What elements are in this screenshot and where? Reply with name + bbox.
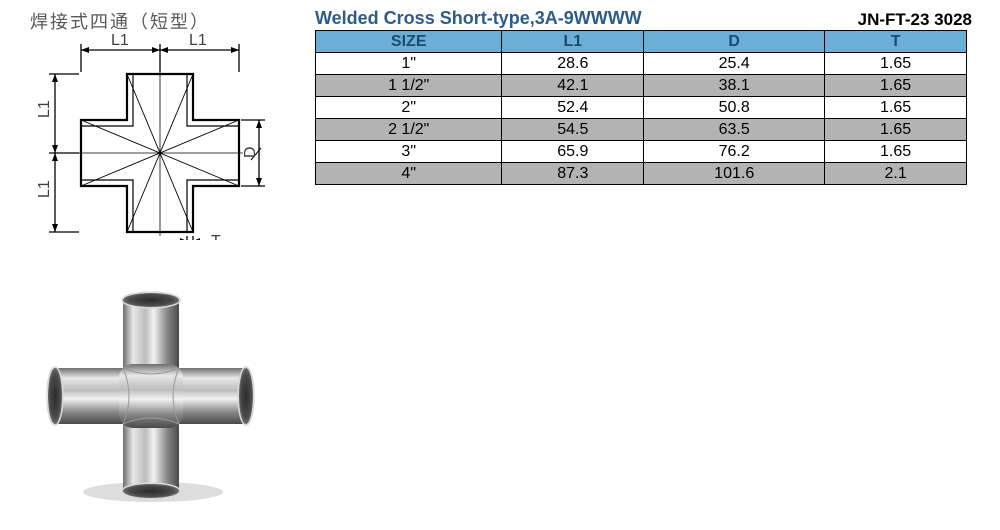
dim-label-L1-top-left: L1 bbox=[111, 32, 129, 49]
col-size: SIZE bbox=[316, 31, 502, 53]
col-d: D bbox=[644, 31, 825, 53]
table-cell: 2.1 bbox=[825, 163, 967, 185]
table-row: 1 1/2"42.138.11.65 bbox=[316, 75, 967, 97]
spec-table-header-row: SIZE L1 D T bbox=[316, 31, 967, 53]
table-cell: 1" bbox=[316, 53, 502, 75]
table-cell: 42.1 bbox=[502, 75, 644, 97]
table-cell: 25.4 bbox=[644, 53, 825, 75]
dim-label-L1-left-lower: L1 bbox=[36, 180, 53, 198]
table-cell: 63.5 bbox=[644, 119, 825, 141]
table-cell: 65.9 bbox=[502, 141, 644, 163]
product-photo bbox=[35, 280, 265, 510]
table-cell: 28.6 bbox=[502, 53, 644, 75]
table-cell: 1 1/2" bbox=[316, 75, 502, 97]
table-cell: 1.65 bbox=[825, 75, 967, 97]
table-cell: 38.1 bbox=[644, 75, 825, 97]
col-l1: L1 bbox=[502, 31, 644, 53]
table-row: 2 1/2"54.563.51.65 bbox=[316, 119, 967, 141]
table-row: 3"65.976.21.65 bbox=[316, 141, 967, 163]
engineering-diagram: L1 L1 L1 L1 D T bbox=[33, 30, 273, 240]
table-cell: 2" bbox=[316, 97, 502, 119]
dim-label-D: D bbox=[242, 146, 259, 158]
dim-label-T: T bbox=[211, 233, 221, 240]
spec-table: SIZE L1 D T 1"28.625.41.651 1/2"42.138.1… bbox=[315, 30, 967, 185]
table-cell: 52.4 bbox=[502, 97, 644, 119]
table-cell: 3" bbox=[316, 141, 502, 163]
table-cell: 76.2 bbox=[644, 141, 825, 163]
table-cell: 1.65 bbox=[825, 53, 967, 75]
table-cell: 4" bbox=[316, 163, 502, 185]
table-cell: 2 1/2" bbox=[316, 119, 502, 141]
english-title: Welded Cross Short-type,3A-9WWWW bbox=[315, 8, 642, 29]
table-row: 1"28.625.41.65 bbox=[316, 53, 967, 75]
dim-label-L1-top-right: L1 bbox=[189, 32, 207, 49]
table-cell: 101.6 bbox=[644, 163, 825, 185]
col-t: T bbox=[825, 31, 967, 53]
table-row: 2"52.450.81.65 bbox=[316, 97, 967, 119]
table-cell: 1.65 bbox=[825, 119, 967, 141]
part-number: JN-FT-23 3028 bbox=[858, 10, 972, 30]
table-cell: 87.3 bbox=[502, 163, 644, 185]
table-cell: 1.65 bbox=[825, 97, 967, 119]
table-cell: 1.65 bbox=[825, 141, 967, 163]
dim-label-L1-left-upper: L1 bbox=[36, 100, 53, 118]
table-cell: 50.8 bbox=[644, 97, 825, 119]
table-row: 4"87.3101.62.1 bbox=[316, 163, 967, 185]
table-cell: 54.5 bbox=[502, 119, 644, 141]
